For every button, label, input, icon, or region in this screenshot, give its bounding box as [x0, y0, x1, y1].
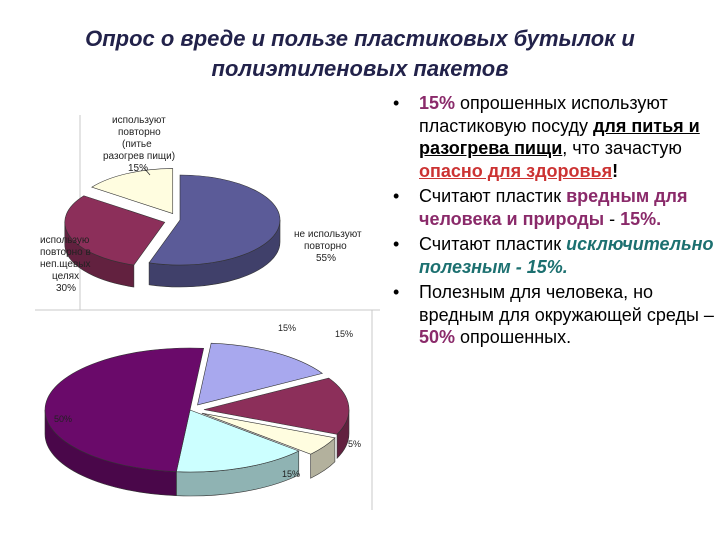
- chart2-label-4: 50%: [54, 414, 72, 424]
- bullet-list: • 15% опрошенных используют пластиковую …: [385, 92, 715, 352]
- bullet-dot: •: [393, 282, 400, 302]
- chart2-label-2: 5%: [348, 439, 361, 449]
- b1-u1: для питья и разогрева пищи: [419, 115, 700, 159]
- chart1-slice-1: [64, 195, 166, 266]
- chart2-slice-4: [44, 347, 205, 473]
- b2-p2: 15%.: [620, 208, 662, 229]
- chart1-label-reuse-food: используют повторно (питье разогрев пищи…: [103, 115, 175, 174]
- chart1-label-b1: не используют: [294, 229, 362, 240]
- b4-t2: опрошенных.: [455, 327, 572, 347]
- chart1-slice-2: [91, 168, 174, 214]
- bullet-item-4: • Полезным для человека, но вредным для …: [385, 281, 715, 349]
- b2-t1: Считают пластик: [419, 186, 567, 206]
- b4-t1: Полезным для человека, но вредным для ок…: [419, 282, 714, 325]
- b1-r1: опасно для здоровья: [419, 160, 613, 181]
- b4-p1: 50%: [419, 327, 456, 347]
- chart1-label-not-reuse: не используют повторно 55%: [294, 229, 362, 264]
- bullet-item-1: • 15% опрошенных используют пластиковую …: [385, 92, 715, 182]
- b1-t2: , что зачастую: [562, 138, 682, 158]
- b1-t3: !: [612, 160, 619, 181]
- b3-k1: исключительно полезным - 15%.: [419, 234, 714, 277]
- chart1-label-c4: целях: [52, 271, 79, 282]
- chart1-label-c1: использую: [40, 235, 90, 246]
- bullet-item-3: • Считают пластик исключительно полезным…: [385, 233, 715, 278]
- chart2-slice-2: [201, 412, 336, 455]
- chart1-label-b3: 55%: [316, 253, 336, 264]
- bullet-dot: •: [393, 93, 400, 113]
- bullet-item-2: • Считают пластик вредным для человека и…: [385, 185, 715, 230]
- bullet-dot: •: [393, 234, 400, 254]
- chart1-label-c5: 30%: [56, 283, 76, 294]
- chart1-label-a5: 15%: [128, 163, 148, 174]
- charts-svg: используют повторно (питье разогрев пищи…: [35, 115, 380, 510]
- chart1-leader-a: [143, 167, 151, 176]
- title-line-1: Опрос о вреде и пользе пластиковых бутыл…: [85, 26, 635, 51]
- b2-t2: -: [604, 208, 621, 229]
- chart2-slice-1: [203, 377, 350, 435]
- chart1-label-c2: повторно в: [40, 247, 91, 258]
- title-line-2: полиэтиленовых пакетов: [211, 56, 509, 81]
- chart1-slice-0: [148, 174, 281, 266]
- b3-t1: Считают пластик: [419, 234, 567, 254]
- charts-area: используют повторно (питье разогрев пищи…: [0, 95, 380, 515]
- chart1-label-a1: используют: [112, 115, 166, 126]
- chart2-slice-0: [197, 342, 324, 406]
- chart2-pie: [44, 342, 350, 497]
- chart1-label-a2: повторно: [118, 127, 161, 138]
- chart2-label-3: 15%: [282, 469, 300, 479]
- chart2-slice-3: [175, 409, 300, 473]
- page-title: Опрос о вреде и пользе пластиковых бутыл…: [0, 24, 720, 84]
- chart1-label-nonfood: использую повторно в неп.щевых целях 30%: [40, 235, 91, 294]
- b2-p1: вредным для человека и природы: [419, 186, 688, 229]
- chart1-label-c3: неп.щевых: [40, 259, 90, 270]
- chart2-label-0: 15%: [278, 323, 296, 333]
- chart1-label-a4: разогрев пищи): [103, 151, 175, 162]
- b1-pct: 15%: [419, 93, 456, 113]
- b1-t1: опрошенных используют пластиковую посуду: [419, 93, 668, 136]
- chart1-pie: [64, 168, 281, 288]
- chart1-label-b2: повторно: [304, 241, 347, 252]
- chart1-label-a3: (питье: [122, 139, 152, 150]
- chart2-label-1: 15%: [335, 329, 353, 339]
- bullet-dot: •: [393, 186, 400, 206]
